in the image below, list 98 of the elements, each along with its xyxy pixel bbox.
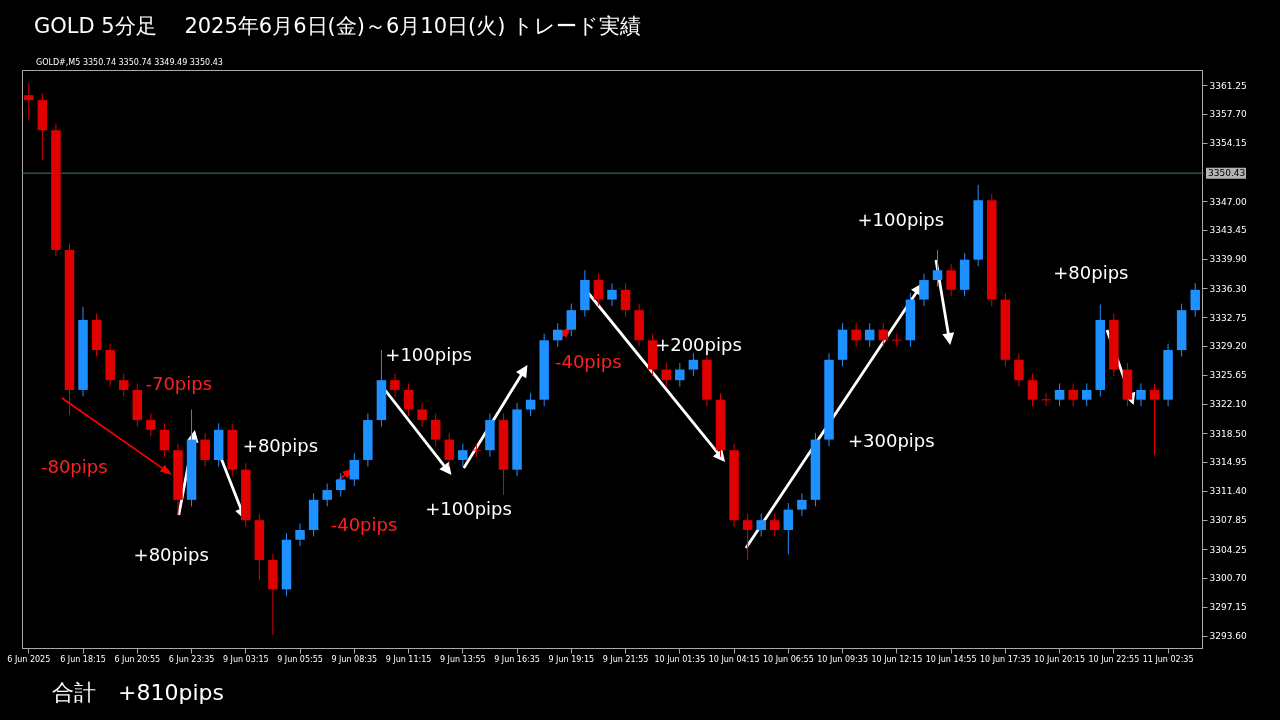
annotation: +200pips (655, 334, 742, 355)
candlestick (159, 422, 170, 458)
y-tick-label: 3332.75 (1209, 312, 1247, 323)
x-tick-label: 9 Jun 11:15 (385, 654, 432, 664)
annotation: -40pips (554, 351, 622, 372)
candlestick (1136, 382, 1146, 407)
candlestick (335, 472, 346, 498)
x-tick-label: 10 Jun 14:55 (925, 654, 977, 664)
candlestick (566, 303, 577, 337)
candlestick (1014, 352, 1024, 388)
candlestick (118, 373, 129, 397)
candlestick (553, 322, 563, 348)
chart-title: GOLD 5分足 2025年6月6日(金)～6月10日(火) トレード実績 (34, 14, 642, 38)
y-tick-label: 3343.45 (1209, 225, 1247, 236)
candlestick (417, 402, 427, 428)
candlestick (919, 273, 929, 307)
y-tick-label: 3300.70 (1209, 573, 1247, 584)
y-tick-label: 3357.70 (1209, 109, 1247, 120)
y-tick-label: 3347.00 (1209, 196, 1247, 207)
x-tick-label: 9 Jun 13:55 (439, 654, 486, 664)
candlestick (675, 362, 685, 388)
ref-line-label: 3350.43 (1208, 168, 1246, 179)
annotation: +80pips (1053, 262, 1129, 283)
x-tick-label: 9 Jun 05:55 (277, 654, 323, 664)
candlestick (430, 413, 441, 447)
candlestick (797, 492, 807, 517)
candlestick (403, 382, 414, 417)
x-tick-label: 9 Jun 21:55 (602, 654, 649, 664)
annotation: -70pips (145, 373, 213, 394)
x-tick-label: 10 Jun 20:15 (1034, 654, 1085, 664)
candlestick (1149, 382, 1160, 456)
y-tick-label: 3293.60 (1209, 631, 1247, 642)
y-tick-label: 3325.65 (1209, 370, 1247, 381)
annotation: +100pips (425, 498, 512, 519)
candlestick (458, 443, 468, 467)
candlestick (593, 273, 604, 307)
y-tick-label: 3336.30 (1209, 283, 1247, 294)
annotation: -40pips (330, 514, 398, 535)
candlestick (864, 322, 875, 348)
x-tick-label: 9 Jun 03:15 (222, 654, 269, 664)
candlestick (932, 249, 943, 288)
x-tick-label: 6 Jun 20:55 (114, 654, 161, 664)
x-tick-label: 6 Jun 2025 (7, 654, 51, 664)
candlestick (756, 513, 766, 537)
candlestick (322, 483, 332, 507)
x-tick-label: 10 Jun 12:15 (871, 654, 923, 664)
x-tick-label: 9 Jun 19:15 (548, 654, 595, 664)
annotation: +80pips (133, 544, 209, 565)
candlestick (1190, 282, 1200, 318)
x-tick-label: 10 Jun 22:55 (1088, 654, 1140, 664)
y-tick-label: 3322.10 (1209, 399, 1247, 410)
candlestick (295, 522, 305, 547)
annotation: +300pips (847, 430, 935, 451)
candlestick (783, 502, 794, 555)
candlestick (444, 432, 454, 467)
y-tick-label: 3314.95 (1209, 457, 1247, 468)
candlestick (200, 432, 210, 467)
text: GOLD#,M5 3350.74 3350.74 3349.49 3350.43 (36, 58, 223, 67)
x-tick-label: 10 Jun 01:35 (654, 654, 706, 664)
candlestick (946, 263, 956, 297)
candlestick (1027, 373, 1038, 407)
y-tick-label: 3339.90 (1209, 254, 1247, 265)
y-tick-label: 3354.15 (1209, 138, 1247, 149)
x-tick-label: 9 Jun 08:35 (331, 654, 378, 664)
candlestick (146, 413, 156, 437)
x-tick-label: 11 Jun 02:35 (1142, 654, 1194, 664)
y-tick-label: 3329.20 (1209, 341, 1247, 352)
candlestick (770, 513, 780, 537)
x-tick-label: 10 Jun 09:35 (817, 654, 868, 664)
x-tick-label: 9 Jun 16:35 (494, 654, 540, 664)
x-tick-label: 10 Jun 17:35 (979, 654, 1031, 664)
candlestick (24, 82, 34, 121)
x-tick-label: 6 Jun 23:35 (168, 654, 215, 664)
annotation: -80pips (40, 456, 108, 477)
candlestick (742, 513, 753, 561)
x-tick-label: 10 Jun 06:55 (762, 654, 814, 664)
x-tick-label: 6 Jun 18:15 (60, 654, 106, 664)
annotation: +100pips (385, 344, 472, 365)
candlestick (1054, 382, 1065, 407)
text: 合計 +810pips (52, 680, 224, 705)
y-tick-label: 3311.40 (1209, 486, 1247, 497)
y-tick-label: 3361.25 (1209, 80, 1247, 91)
candlestick (1068, 382, 1078, 407)
candlestick (390, 373, 400, 397)
annotation: +80pips (242, 435, 319, 456)
y-tick-label: 3318.50 (1209, 428, 1247, 439)
candlestick (607, 282, 617, 307)
y-tick-label: 3307.85 (1209, 515, 1247, 526)
candlestick (1081, 382, 1092, 407)
annotation: +100pips (857, 209, 945, 230)
y-tick-label: 3297.15 (1209, 602, 1247, 613)
candlestick (349, 452, 360, 487)
x-tick-label: 10 Jun 04:15 (708, 654, 760, 664)
candlestick (620, 282, 631, 318)
candlestick (851, 322, 861, 348)
candlestick (878, 322, 889, 348)
y-tick-label: 3304.25 (1209, 544, 1247, 555)
candlestick (661, 362, 671, 388)
